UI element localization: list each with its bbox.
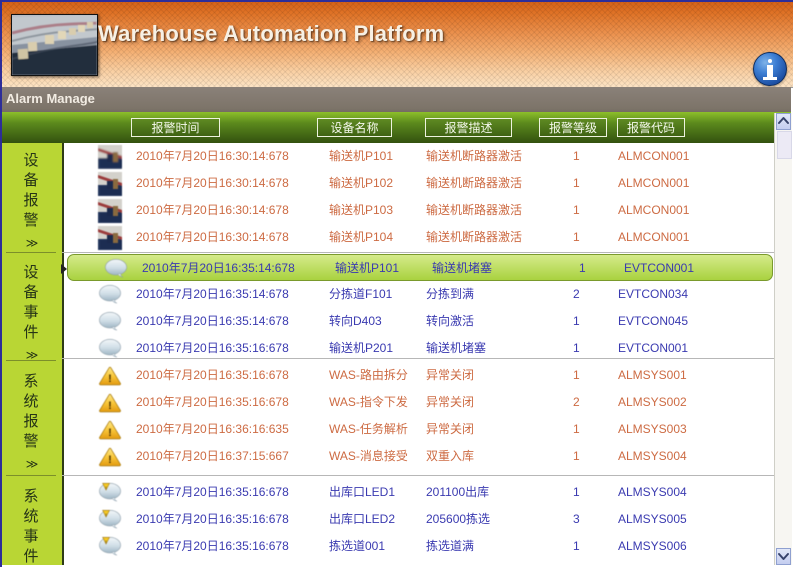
svg-text:!: ! [108, 454, 112, 466]
svg-text:!: ! [108, 400, 112, 412]
svg-text:!: ! [105, 539, 106, 544]
svg-text:!: ! [108, 373, 112, 385]
svg-text:!: ! [105, 485, 106, 490]
svg-text:!: ! [105, 512, 106, 517]
svg-text:!: ! [108, 427, 112, 439]
